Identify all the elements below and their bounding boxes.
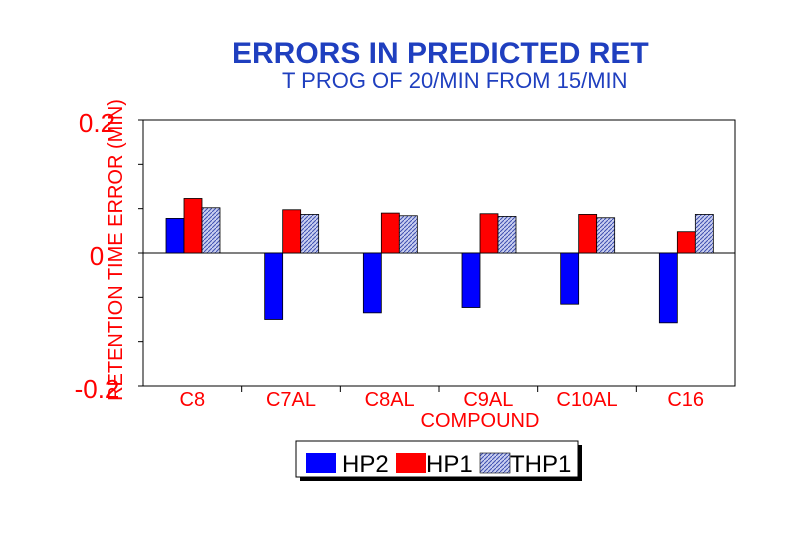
bar-thp1 <box>694 214 714 254</box>
y-tick-label: 0 <box>90 241 104 271</box>
x-tick-label: C16 <box>667 389 704 411</box>
x-tick-label: C9AL <box>463 389 513 411</box>
bar-hp2 <box>165 218 185 254</box>
legend-swatch-hp1 <box>396 453 426 473</box>
legend-label-thp1: THP1 <box>510 451 571 478</box>
x-axis-label: COMPOUND <box>421 410 540 432</box>
bar-hp2 <box>264 252 284 320</box>
x-tick-label: C8AL <box>365 389 415 411</box>
bar-hp1 <box>479 213 499 254</box>
bar-hp2 <box>560 252 580 305</box>
legend-swatch-thp1 <box>479 452 511 474</box>
legend-label-hp2: HP2 <box>342 451 389 478</box>
y-axis-label: RETENTION TIME ERROR (MIN) <box>105 99 127 401</box>
x-tick-label: C10AL <box>556 389 617 411</box>
bar-thp1 <box>596 217 616 254</box>
chart-subtitle: T PROG OF 20/MIN FROM 15/MIN <box>282 68 628 93</box>
bar-thp1 <box>300 214 320 254</box>
y-tick-label: 0.2 <box>79 108 115 138</box>
bar-hp1 <box>676 231 696 254</box>
x-tick-label: C8 <box>180 389 206 411</box>
bar-thp1 <box>398 215 418 254</box>
legend-swatch-hp2 <box>306 453 336 473</box>
bar-hp2 <box>658 252 678 324</box>
bar-hp2 <box>362 252 382 314</box>
legend-label-hp1: HP1 <box>426 451 473 478</box>
bar-hp1 <box>282 209 302 254</box>
legend-box <box>295 440 579 478</box>
x-tick-label: C7AL <box>266 389 316 411</box>
bar-hp1 <box>183 198 203 254</box>
legend: HP2 HP1 THP1 <box>295 440 582 481</box>
bar-thp1 <box>201 207 221 254</box>
bar-hp1 <box>578 214 598 254</box>
bar-hp2 <box>461 252 481 308</box>
y-tick-label: -0.2 <box>75 374 120 404</box>
plot-area: -0.2 0 0.2 C8 C7AL C8AL C9AL C10AL C16 <box>75 108 736 411</box>
chart-title: ERRORS IN PREDICTED RET <box>232 37 649 70</box>
bar-thp1 <box>497 216 517 254</box>
bar-hp1 <box>380 212 400 254</box>
